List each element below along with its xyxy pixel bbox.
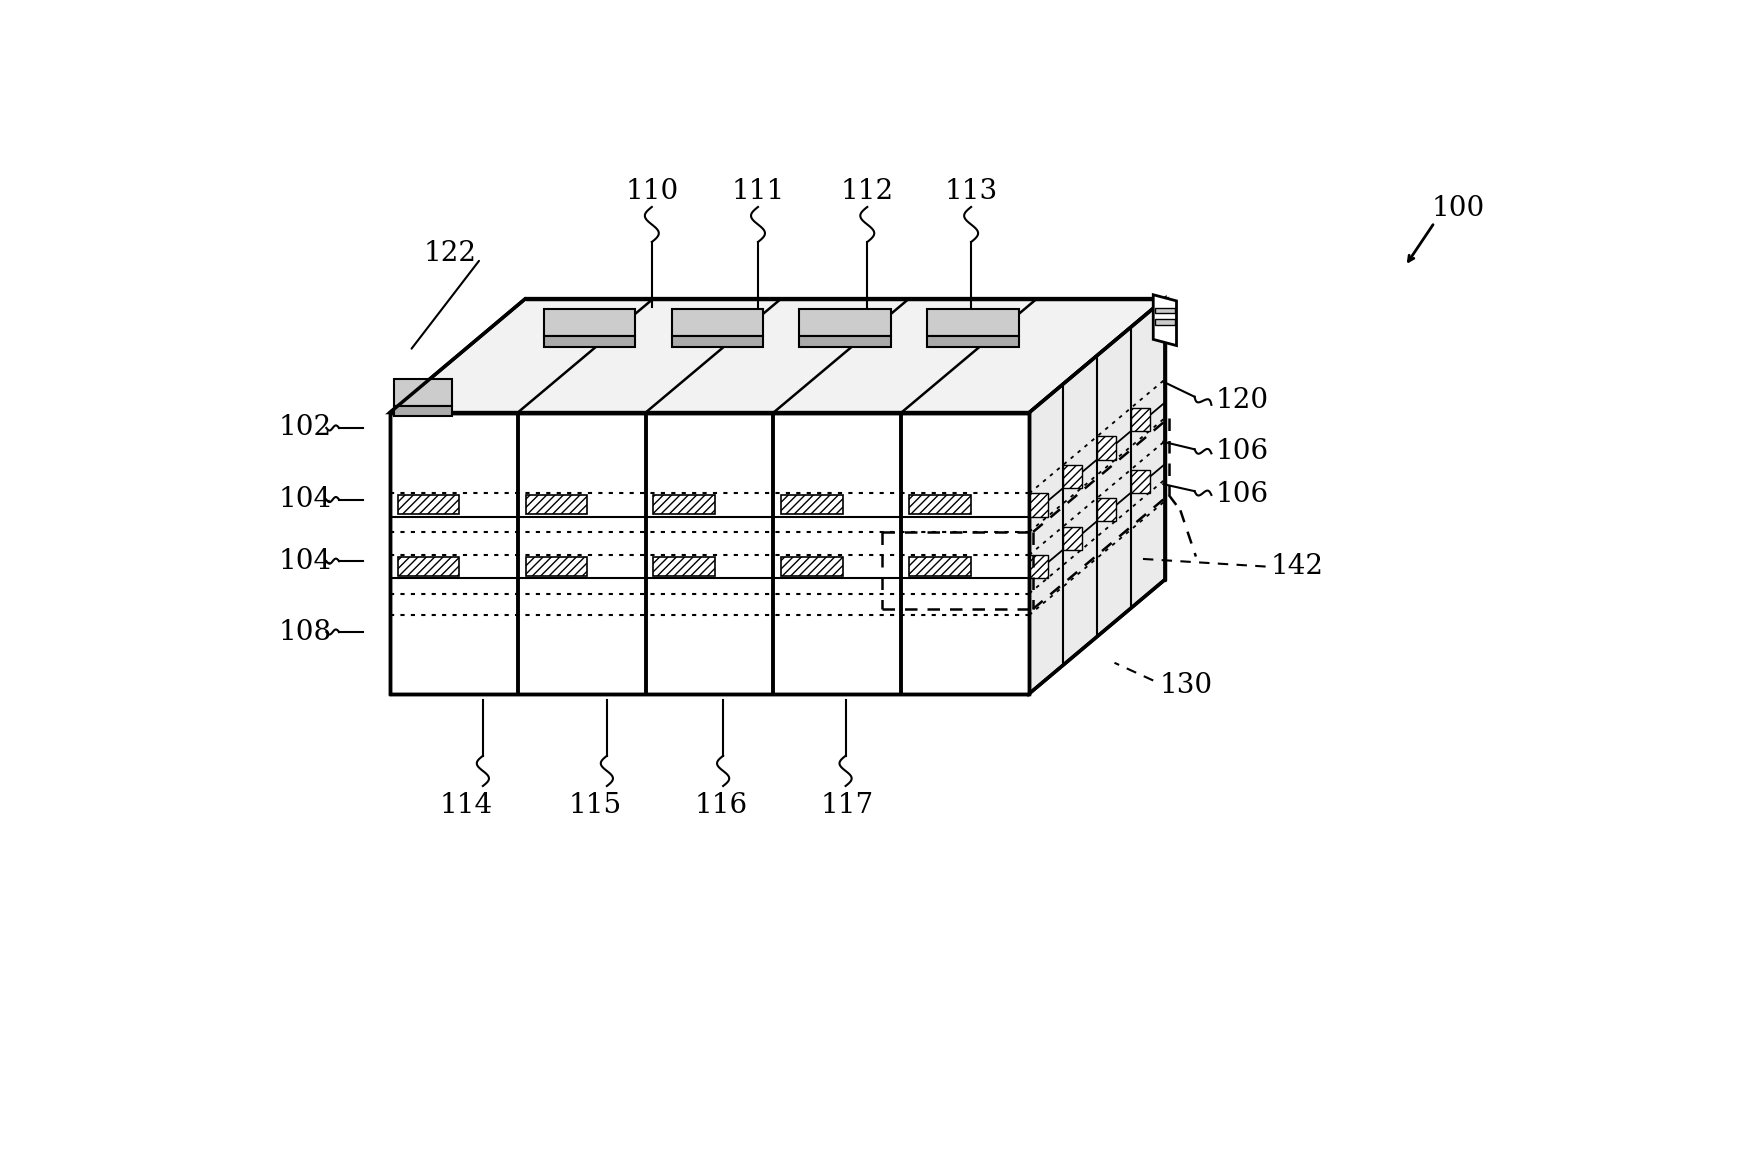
- Bar: [398, 495, 460, 514]
- Polygon shape: [927, 336, 1020, 347]
- Bar: [653, 495, 716, 514]
- Polygon shape: [544, 310, 635, 336]
- Text: 102: 102: [277, 414, 332, 442]
- Bar: [1155, 319, 1174, 325]
- Bar: [909, 495, 971, 514]
- Polygon shape: [672, 336, 763, 347]
- Text: 142: 142: [1271, 553, 1323, 580]
- Bar: [781, 495, 842, 514]
- Bar: [909, 557, 971, 575]
- Text: 117: 117: [821, 792, 874, 819]
- Polygon shape: [1064, 527, 1081, 550]
- Polygon shape: [800, 310, 892, 336]
- Text: 104: 104: [277, 548, 332, 574]
- Text: 110: 110: [625, 179, 679, 205]
- Text: 100: 100: [1430, 195, 1485, 222]
- Text: 130: 130: [1160, 673, 1213, 699]
- Polygon shape: [672, 310, 763, 336]
- Polygon shape: [1097, 436, 1116, 459]
- Polygon shape: [800, 336, 892, 347]
- Bar: [781, 557, 842, 575]
- Text: 111: 111: [732, 179, 784, 205]
- Text: 114: 114: [439, 792, 493, 819]
- Polygon shape: [1028, 554, 1048, 578]
- Polygon shape: [1130, 470, 1150, 493]
- Text: 106: 106: [1216, 481, 1269, 508]
- Bar: [398, 557, 460, 575]
- Polygon shape: [544, 336, 635, 347]
- Text: 104: 104: [277, 486, 332, 513]
- Polygon shape: [393, 406, 451, 415]
- Text: 116: 116: [695, 792, 748, 819]
- Text: 113: 113: [944, 179, 997, 205]
- Text: 112: 112: [841, 179, 893, 205]
- Text: 120: 120: [1216, 387, 1269, 414]
- Polygon shape: [390, 298, 1165, 413]
- Bar: [525, 557, 588, 575]
- Polygon shape: [1028, 298, 1165, 694]
- Polygon shape: [927, 310, 1020, 336]
- Polygon shape: [1153, 295, 1176, 346]
- Text: 115: 115: [569, 792, 621, 819]
- Bar: [1155, 309, 1174, 313]
- Text: 108: 108: [277, 618, 332, 645]
- Text: 106: 106: [1216, 437, 1269, 464]
- Polygon shape: [393, 379, 451, 406]
- Polygon shape: [1097, 498, 1116, 521]
- Text: 122: 122: [423, 240, 477, 267]
- Bar: [653, 557, 716, 575]
- Polygon shape: [390, 413, 1028, 694]
- Polygon shape: [1130, 408, 1150, 432]
- Polygon shape: [1028, 493, 1048, 516]
- Polygon shape: [1064, 465, 1081, 488]
- Bar: [525, 495, 588, 514]
